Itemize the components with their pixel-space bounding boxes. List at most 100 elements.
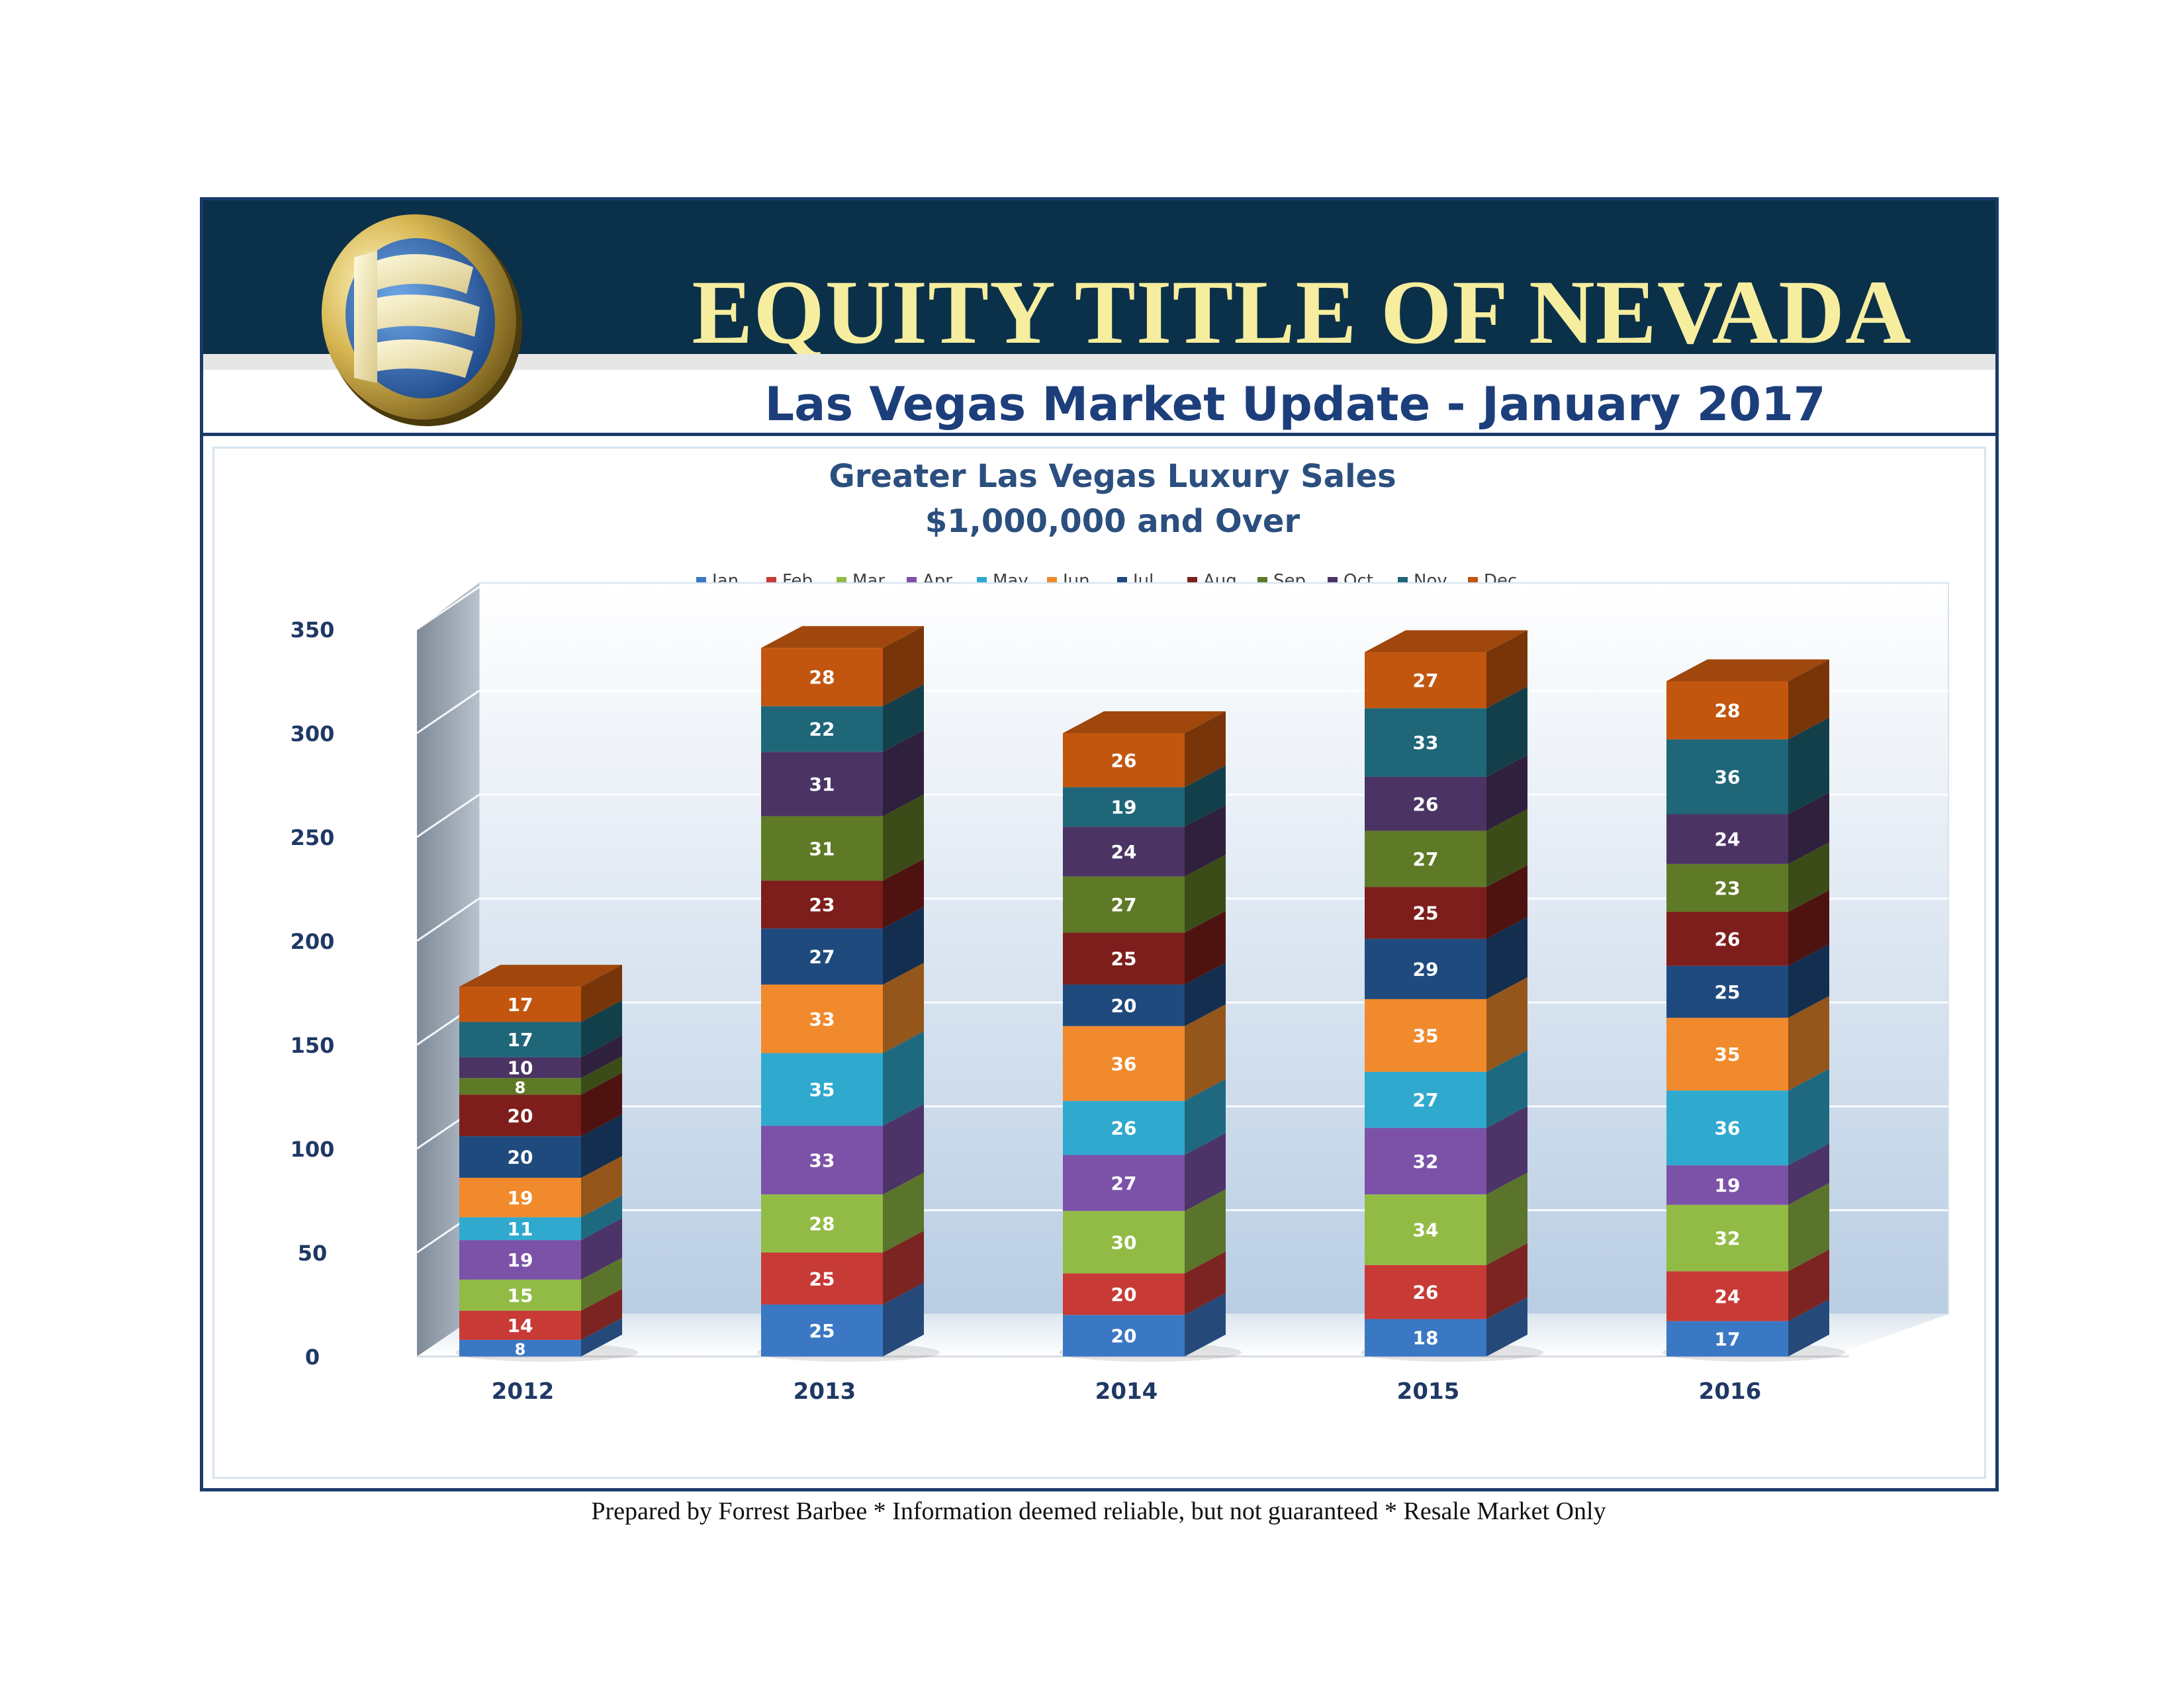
bar-front: [1666, 1321, 1788, 1356]
bar-side: [1486, 754, 1527, 831]
bar-front: [761, 1253, 883, 1305]
data-label: 26: [1413, 793, 1439, 815]
data-label: 20: [1111, 1325, 1137, 1347]
data-label: 20: [508, 1105, 533, 1127]
bar-side: [1185, 1189, 1226, 1274]
data-label: 28: [809, 666, 835, 688]
bar-segment: 8: [459, 1317, 622, 1358]
data-label: 19: [508, 1249, 533, 1271]
bar-front: [1666, 1165, 1788, 1205]
data-label: 33: [1413, 732, 1439, 754]
data-label: 35: [1413, 1025, 1439, 1047]
bar-front: [459, 1057, 581, 1079]
bar-side: [1788, 944, 1829, 1018]
bar-side: [1486, 916, 1527, 999]
bar-front: [761, 1304, 883, 1356]
footer-note: Prepared by Forrest Barbee * Information…: [591, 1497, 1606, 1525]
bar-side: [1185, 910, 1226, 985]
y-tick-label: 200: [291, 929, 335, 954]
bar-front: [1666, 681, 1788, 740]
data-label: 27: [1413, 670, 1439, 691]
bar-side: [1788, 1069, 1829, 1166]
bar-segment: 24: [1666, 1249, 1829, 1321]
bar-side: [883, 1104, 924, 1195]
data-label: 33: [809, 1149, 835, 1171]
bar-front: [459, 1310, 581, 1340]
bar-side: [1185, 805, 1226, 877]
bar-front: [1666, 739, 1788, 815]
bar-segment: 18: [1365, 1297, 1527, 1356]
bar-segment: 24: [1063, 805, 1226, 877]
data-label: 35: [809, 1079, 835, 1101]
bar-side: [883, 907, 924, 985]
data-label: 20: [1111, 995, 1137, 1016]
data-label: 36: [1715, 766, 1741, 788]
bar-segment: 22: [761, 684, 924, 752]
bar-segment: 8: [459, 1056, 622, 1097]
bar-side: [581, 1155, 622, 1217]
y-tick-label: 150: [291, 1033, 335, 1058]
data-label: 19: [508, 1187, 533, 1209]
data-label: 15: [508, 1284, 533, 1306]
data-label: 11: [508, 1218, 533, 1240]
subtitle-bar: Las Vegas Market Update - January 2017: [203, 370, 1995, 436]
bar-side: [1185, 1079, 1226, 1155]
bar-side: [1788, 792, 1829, 864]
data-label: 14: [508, 1315, 533, 1337]
bar-top: [761, 626, 924, 648]
y-tick-label: 250: [291, 825, 335, 850]
bar-front: [1063, 1273, 1185, 1315]
bar-front: [1365, 938, 1486, 999]
bar-side: [581, 1218, 622, 1280]
data-label: 24: [1715, 828, 1741, 850]
bar-segment: 23: [1666, 842, 1829, 912]
bar-side: [581, 1317, 622, 1356]
y-tick-label: 50: [298, 1241, 328, 1266]
bar-side: [1486, 1106, 1527, 1195]
bar-segment: 26: [1666, 890, 1829, 966]
bar-segment: 33: [761, 962, 924, 1053]
bar-side: [1788, 1299, 1829, 1356]
bar-front: [1063, 1155, 1185, 1212]
bar-side: [1486, 630, 1527, 709]
data-label: 35: [1715, 1043, 1741, 1065]
bar-front: [1666, 1271, 1788, 1321]
bar-segment: 27: [1063, 1133, 1226, 1212]
report-subtitle: Las Vegas Market Update - January 2017: [764, 377, 1826, 431]
bar-front: [1063, 876, 1185, 933]
bar-segment: 20: [459, 1073, 622, 1137]
data-label: 30: [1111, 1231, 1137, 1253]
data-label: 8: [515, 1079, 526, 1097]
bar-segment: 17: [1666, 1299, 1829, 1356]
bar-front: [459, 1078, 581, 1095]
data-label: 36: [1715, 1118, 1741, 1139]
bar-top: [1365, 630, 1527, 652]
bar-segment: 32: [1365, 1106, 1527, 1195]
bar-top: [459, 965, 622, 987]
bar-segment: 23: [761, 858, 924, 929]
bar-segment: 28: [761, 626, 924, 707]
bar-segment: 11: [459, 1195, 622, 1241]
bar-side: [1486, 1049, 1527, 1128]
bar-front: [1063, 932, 1185, 985]
bar-segment: 19: [1063, 765, 1226, 827]
bar-front: [1666, 863, 1788, 912]
bar-segment: 20: [1063, 962, 1226, 1026]
data-label: 25: [809, 1320, 835, 1342]
y-tick-label: 350: [291, 617, 335, 642]
bar-segment: 10: [459, 1035, 622, 1079]
bar-front: [459, 1177, 581, 1217]
bar-front: [1666, 912, 1788, 966]
data-label: 36: [1111, 1053, 1137, 1075]
bar-side: [1185, 854, 1226, 933]
bar-segment: 31: [761, 730, 924, 817]
bar-segment: 14: [459, 1288, 622, 1340]
bar-front: [1666, 1090, 1788, 1166]
bar-front: [459, 987, 581, 1022]
bar-front: [761, 706, 883, 752]
bar-front: [1063, 1026, 1185, 1101]
data-label: 25: [1715, 981, 1741, 1003]
bar-side: [1486, 686, 1527, 777]
bar-front: [1365, 1071, 1486, 1128]
bar-segment: 19: [459, 1218, 622, 1280]
